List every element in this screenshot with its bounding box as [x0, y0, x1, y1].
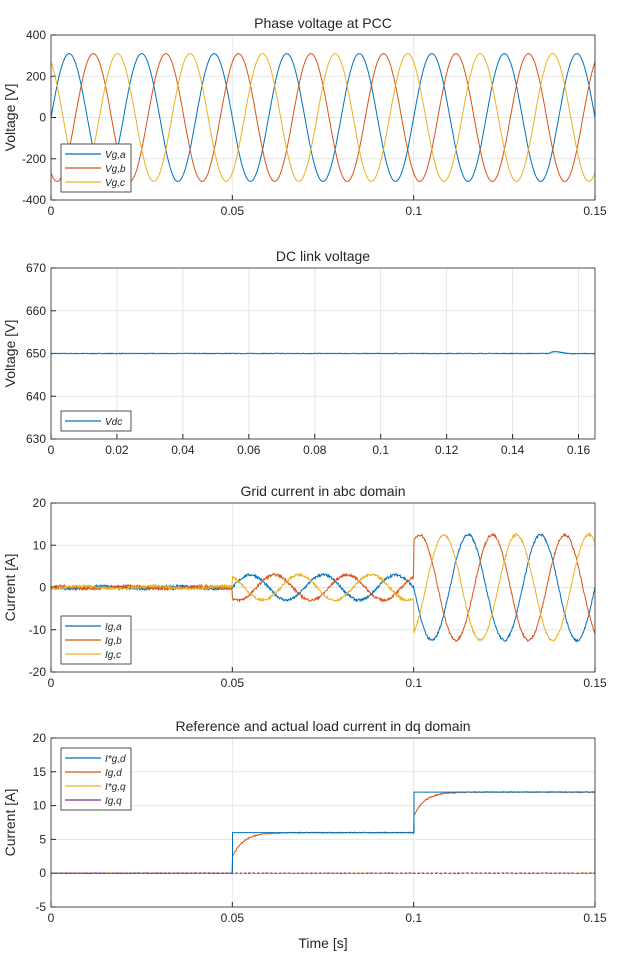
y-tick-label: 20: [33, 731, 47, 745]
series-line-v-dc: [51, 350, 595, 355]
legend-label: Vg,b: [105, 164, 126, 175]
legend: Ig,a Ig,b Ig,c: [60, 615, 132, 665]
x-tick-label: 0.15: [583, 204, 607, 218]
y-tick-label: 670: [26, 261, 46, 275]
subplot-1: 0 0.05 0.1 0.15 400 200 0 -200 -400 Phase voltage…: [2, 15, 607, 218]
plot-area: [51, 738, 595, 907]
axes-box: [50, 502, 596, 673]
y-axis-label: Current [A]: [2, 554, 18, 622]
y-tick-label: 650: [26, 347, 46, 361]
y-tick-label: 200: [26, 69, 46, 83]
x-tick-label: 0.02: [105, 443, 129, 457]
y-tick-label: 400: [26, 28, 46, 42]
x-tick-label: 0.05: [221, 676, 245, 690]
x-axis-label: Time [s]: [298, 935, 347, 951]
y-tick-label: 20: [33, 496, 47, 510]
x-tick-label: 0.14: [501, 443, 525, 457]
y-tick-label: -200: [22, 152, 46, 166]
series-group: [51, 350, 595, 355]
legend-label: Ig,d: [105, 768, 122, 779]
series-line-i--g-q: [51, 872, 595, 875]
y-tick-label: -400: [22, 193, 46, 207]
x-tick-label: 0.16: [567, 443, 591, 457]
y-tick-label: 630: [26, 432, 46, 446]
x-tick-label: 0.06: [237, 443, 261, 457]
x-tick-label: 0.15: [583, 911, 607, 925]
x-tick-label: 0.1: [405, 204, 422, 218]
legend-label: Ig,q: [105, 796, 122, 807]
x-tick-label: 0.05: [221, 204, 245, 218]
legend-label: Ig,b: [105, 636, 122, 647]
y-tick-label: 0: [39, 111, 46, 125]
y-axis-label: Voltage [V]: [2, 320, 18, 388]
series-line-i-g-a: [51, 532, 595, 643]
legend-label: Vg,a: [105, 150, 126, 161]
y-tick-label: 10: [33, 538, 47, 552]
legend: Vdc: [60, 410, 132, 432]
series-line-v-g-c: [51, 53, 595, 182]
y-tick-label: 10: [33, 799, 47, 813]
axes-box: [50, 737, 596, 908]
y-tick-label: 640: [26, 389, 46, 403]
y-tick-label: -5: [35, 900, 46, 914]
axes-box: [50, 267, 596, 440]
series-group: [51, 53, 595, 182]
x-tick-label: 0: [48, 676, 55, 690]
y-tick-label: 660: [26, 304, 46, 318]
x-tick-label: 0.12: [435, 443, 459, 457]
x-tick-label: 0.08: [303, 443, 327, 457]
x-tick-label: 0: [48, 443, 55, 457]
x-tick-label: 0.1: [405, 911, 422, 925]
subplot-3: 0 0.05 0.1 0.15 20 10 0 -10 -20 Grid current in a…: [2, 483, 607, 690]
subplot-2: 0 0.02 0.04 0.06 0.08 0.1 0.12 0.14 0.16 670 660 65…: [2, 248, 596, 457]
y-tick-label: 0: [39, 581, 46, 595]
x-tick-label: 0.1: [405, 676, 422, 690]
x-tick-label: 0.15: [583, 676, 607, 690]
series-group: [51, 532, 595, 643]
y-tick-label: -10: [29, 623, 47, 637]
legend-label: I*g,d: [105, 754, 126, 765]
chart-title: Grid current in abc domain: [241, 483, 406, 499]
series-group: [51, 790, 595, 875]
y-tick-label: 5: [39, 832, 46, 846]
chart-title: Phase voltage at PCC: [254, 15, 392, 31]
legend: I*g,d Ig,d I*g,q Ig,q: [60, 747, 132, 811]
chart-title: DC link voltage: [276, 248, 370, 264]
series-line-v-g-a: [51, 53, 595, 182]
y-tick-label: 15: [33, 765, 47, 779]
legend-label: Vg,c: [105, 178, 125, 189]
x-tick-label: 0: [48, 204, 55, 218]
axes-box: [50, 34, 596, 201]
series-line-i--g-d: [51, 791, 595, 874]
legend-label: Vdc: [105, 417, 122, 428]
y-tick-label: 0: [39, 866, 46, 880]
legend-label: Ig,c: [105, 650, 121, 661]
y-axis-label: Current [A]: [2, 789, 18, 857]
y-tick-label: -20: [29, 665, 47, 679]
x-tick-label: 0.04: [171, 443, 195, 457]
legend: Vg,a Vg,b Vg,c: [60, 143, 132, 193]
chart-title: Reference and actual load current in dq …: [176, 718, 471, 734]
x-tick-label: 0.05: [221, 911, 245, 925]
legend-label: I*g,q: [105, 782, 126, 793]
x-tick-label: 0: [48, 911, 55, 925]
legend-label: Ig,a: [105, 622, 122, 633]
series-line-i-g-c: [51, 532, 595, 643]
y-axis-label: Voltage [V]: [2, 84, 18, 152]
x-tick-label: 0.1: [372, 443, 389, 457]
